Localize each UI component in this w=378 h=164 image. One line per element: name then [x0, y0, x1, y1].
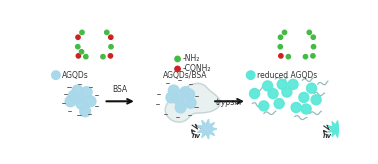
Circle shape — [311, 35, 315, 39]
Circle shape — [166, 92, 177, 103]
Circle shape — [246, 71, 255, 79]
Circle shape — [184, 89, 195, 100]
Circle shape — [101, 54, 105, 59]
Circle shape — [76, 54, 81, 58]
Circle shape — [105, 30, 109, 35]
Circle shape — [311, 45, 316, 49]
Text: AGQDs: AGQDs — [62, 71, 89, 80]
Polygon shape — [197, 119, 217, 139]
Text: -NH₂: -NH₂ — [182, 54, 200, 63]
Circle shape — [307, 83, 316, 93]
Circle shape — [81, 87, 92, 97]
Text: BSA: BSA — [112, 85, 127, 94]
Circle shape — [180, 87, 191, 97]
Circle shape — [68, 91, 79, 101]
Circle shape — [175, 66, 180, 72]
Text: hv: hv — [192, 133, 201, 139]
Circle shape — [268, 89, 278, 99]
Polygon shape — [328, 121, 345, 137]
Circle shape — [76, 45, 80, 49]
Circle shape — [72, 85, 83, 96]
Circle shape — [175, 102, 186, 113]
Circle shape — [288, 79, 298, 89]
Text: -CONH₂: -CONH₂ — [182, 64, 211, 73]
Circle shape — [278, 35, 283, 39]
Circle shape — [259, 101, 269, 111]
Circle shape — [76, 98, 87, 109]
Text: hv: hv — [323, 133, 332, 139]
Circle shape — [299, 92, 309, 102]
Circle shape — [249, 89, 260, 99]
Circle shape — [291, 102, 301, 113]
Circle shape — [80, 30, 84, 35]
Circle shape — [279, 54, 283, 58]
Circle shape — [108, 54, 113, 58]
Circle shape — [74, 93, 84, 104]
Circle shape — [80, 106, 91, 117]
Circle shape — [52, 71, 60, 79]
Circle shape — [185, 97, 196, 108]
Circle shape — [277, 79, 287, 89]
Circle shape — [108, 35, 113, 39]
Circle shape — [85, 96, 96, 107]
Circle shape — [174, 94, 184, 105]
Circle shape — [282, 87, 292, 97]
Circle shape — [278, 45, 282, 49]
Text: reduced AGQDs: reduced AGQDs — [257, 71, 317, 80]
Text: trypsin: trypsin — [216, 98, 242, 107]
Polygon shape — [165, 83, 220, 122]
Circle shape — [65, 96, 76, 107]
Circle shape — [282, 30, 287, 35]
Circle shape — [79, 50, 84, 54]
Circle shape — [168, 85, 179, 96]
Circle shape — [175, 56, 180, 62]
Circle shape — [84, 54, 88, 59]
Circle shape — [109, 45, 113, 49]
Circle shape — [286, 54, 291, 59]
Text: AGQDs/BSA: AGQDs/BSA — [163, 71, 208, 80]
Circle shape — [307, 30, 311, 35]
Circle shape — [263, 81, 273, 91]
Circle shape — [274, 99, 284, 109]
Circle shape — [303, 54, 308, 59]
Circle shape — [76, 35, 80, 39]
Circle shape — [311, 54, 315, 58]
Circle shape — [311, 95, 321, 105]
Circle shape — [301, 104, 311, 114]
